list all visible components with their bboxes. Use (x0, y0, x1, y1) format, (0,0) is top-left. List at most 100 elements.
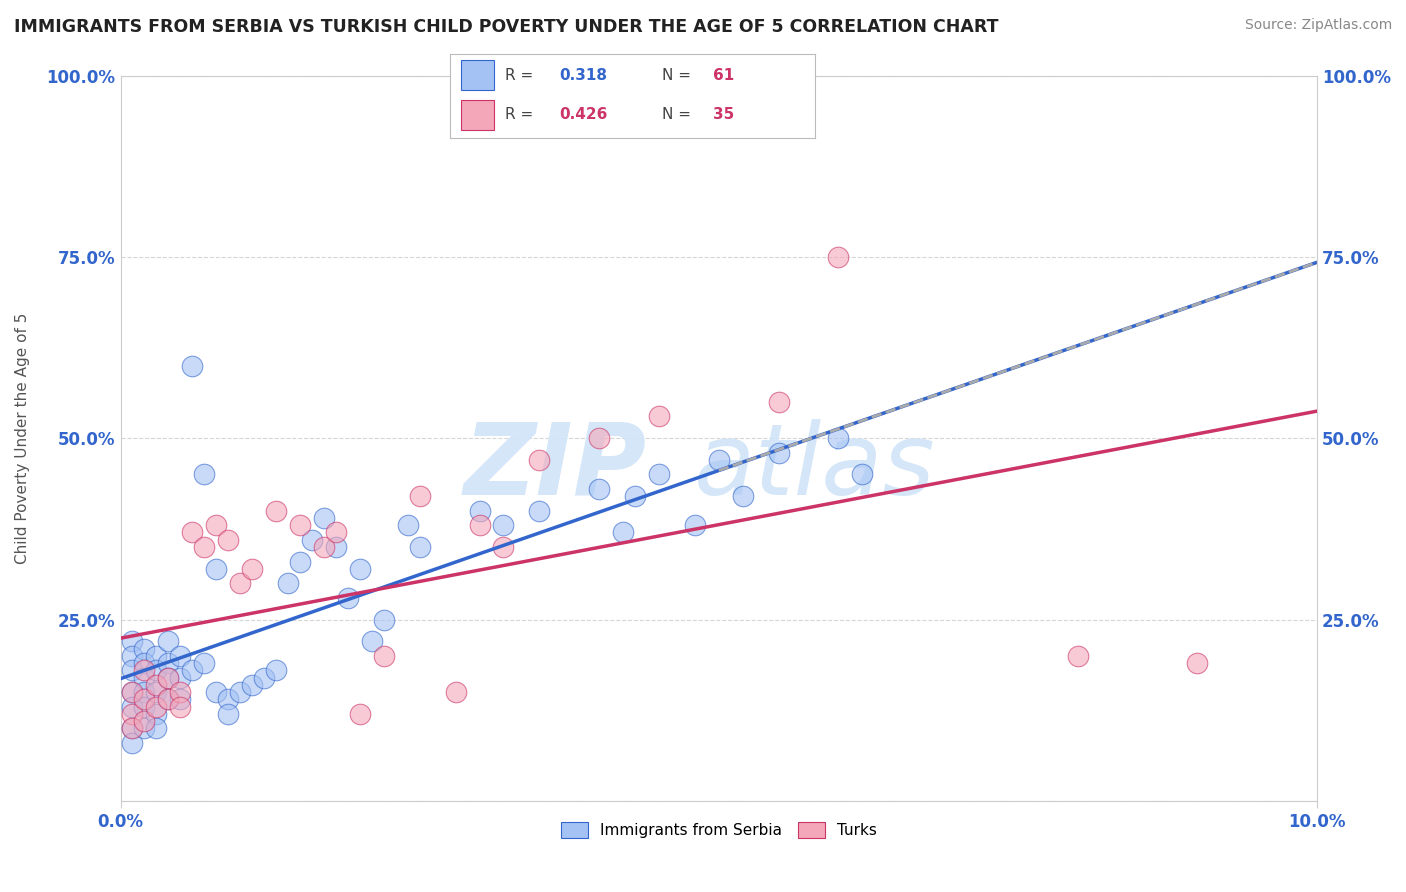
Point (205, 518, 228, 533)
Point (288, 554, 311, 568)
Text: N =: N = (662, 107, 696, 122)
Point (181, 663, 204, 677)
Point (336, 591, 359, 605)
Point (157, 692, 180, 706)
Point (157, 671, 180, 685)
Point (145, 648, 167, 663)
Text: N =: N = (662, 68, 696, 83)
Point (312, 540, 335, 554)
Point (325, 540, 347, 554)
Point (157, 634, 180, 648)
Point (134, 641, 156, 656)
Point (121, 634, 143, 648)
Point (217, 692, 239, 706)
Point (529, 453, 551, 467)
Point (134, 714, 156, 728)
Point (121, 648, 143, 663)
Point (492, 540, 515, 554)
Point (264, 663, 287, 677)
Text: IMMIGRANTS FROM SERBIA VS TURKISH CHILD POVERTY UNDER THE AGE OF 5 CORRELATION C: IMMIGRANTS FROM SERBIA VS TURKISH CHILD … (14, 18, 998, 36)
Point (468, 518, 491, 533)
Point (240, 678, 263, 692)
Point (121, 663, 143, 677)
Point (157, 671, 180, 685)
Point (121, 685, 143, 699)
Point (588, 482, 610, 496)
Point (444, 685, 467, 699)
Point (121, 699, 143, 714)
Point (217, 706, 239, 721)
Point (169, 648, 191, 663)
Point (157, 692, 180, 706)
Point (121, 706, 143, 721)
Bar (461, 61, 494, 90)
Point (529, 504, 551, 518)
Point (827, 431, 849, 445)
Point (121, 685, 143, 699)
Text: 0.426: 0.426 (560, 107, 607, 122)
Point (373, 648, 395, 663)
Point (312, 511, 335, 525)
Text: 35: 35 (713, 107, 734, 122)
Point (408, 489, 430, 503)
Point (121, 736, 143, 750)
Point (193, 540, 215, 554)
Point (134, 663, 156, 677)
Legend: Immigrants from Serbia, Turks: Immigrants from Serbia, Turks (554, 816, 883, 844)
Text: 61: 61 (713, 68, 734, 83)
Point (360, 634, 382, 648)
Point (301, 533, 323, 547)
Point (205, 562, 228, 576)
Point (121, 722, 143, 736)
Point (827, 250, 849, 264)
Y-axis label: Child Poverty Under the Age of 5: Child Poverty Under the Age of 5 (15, 312, 30, 564)
Point (240, 562, 263, 576)
Point (157, 656, 180, 670)
Point (325, 525, 347, 540)
Text: R =: R = (505, 68, 538, 83)
Point (169, 699, 191, 714)
Point (612, 525, 634, 540)
Point (768, 446, 790, 460)
Point (1067, 648, 1090, 663)
Point (193, 656, 215, 670)
Text: Source: ZipAtlas.com: Source: ZipAtlas.com (1244, 18, 1392, 32)
Point (648, 467, 671, 482)
Point (396, 518, 419, 533)
Point (492, 518, 515, 533)
Point (264, 504, 287, 518)
Point (134, 671, 156, 685)
Point (134, 699, 156, 714)
Point (181, 359, 204, 373)
Point (145, 722, 167, 736)
Point (193, 467, 215, 482)
Point (134, 685, 156, 699)
Point (145, 685, 167, 699)
Point (169, 685, 191, 699)
Point (217, 533, 239, 547)
Point (768, 395, 790, 409)
Point (229, 685, 252, 699)
Point (134, 692, 156, 706)
Point (181, 525, 204, 540)
Point (349, 562, 371, 576)
Point (648, 409, 671, 424)
Point (468, 504, 491, 518)
Text: atlas: atlas (693, 418, 935, 516)
Text: R =: R = (505, 107, 538, 122)
Point (707, 453, 730, 467)
Text: ZIP: ZIP (464, 418, 647, 516)
Point (145, 663, 167, 677)
Bar (461, 100, 494, 130)
Point (169, 692, 191, 706)
Point (229, 576, 252, 591)
Point (205, 685, 228, 699)
Point (145, 678, 167, 692)
Point (408, 540, 430, 554)
Point (288, 518, 311, 533)
Point (134, 656, 156, 670)
Point (253, 671, 276, 685)
Point (145, 699, 167, 714)
Text: 0.318: 0.318 (560, 68, 607, 83)
Point (683, 518, 706, 533)
